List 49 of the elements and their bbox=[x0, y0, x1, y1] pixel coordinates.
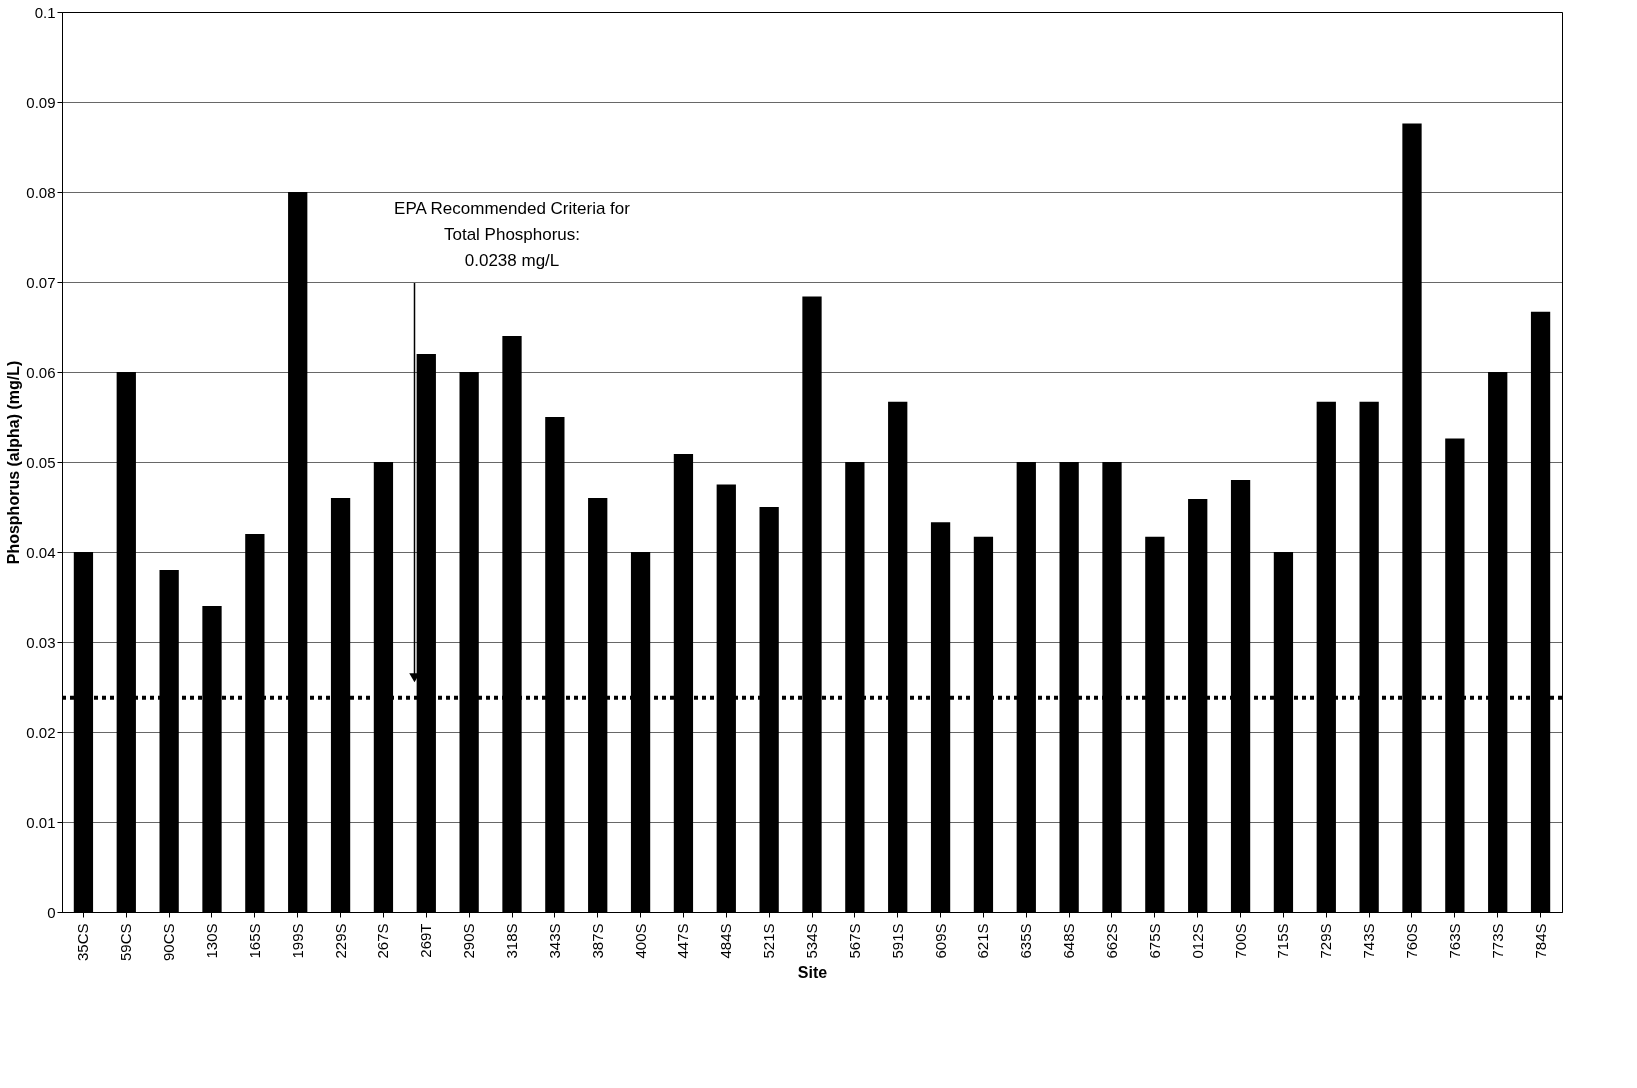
y-tick-label: 0.01 bbox=[26, 813, 56, 831]
x-tick-label: 729S bbox=[1317, 923, 1335, 959]
x-tick-label: 165S bbox=[245, 923, 263, 959]
x-tick-label: 763S bbox=[1445, 923, 1463, 959]
x-tick-label: 290S bbox=[460, 923, 478, 959]
x-tick-label: 318S bbox=[503, 923, 520, 959]
x-tick-label: 90CS bbox=[160, 923, 178, 962]
x-tick-label: 199S bbox=[288, 923, 306, 959]
y-tick-label: 0.07 bbox=[26, 273, 56, 291]
x-tick-label: 35CS bbox=[74, 923, 92, 962]
x-tick-label: 743S bbox=[1360, 923, 1378, 959]
y-tick-label: 0.02 bbox=[26, 723, 56, 741]
x-tick-label: 130S bbox=[203, 923, 220, 959]
y-tick-label: 0 bbox=[47, 903, 56, 921]
y-tick-label: 0.06 bbox=[26, 363, 56, 381]
x-tick-label: 269T bbox=[417, 923, 435, 958]
x-tick-label: 760S bbox=[1403, 923, 1420, 959]
x-tick-label: 675S bbox=[1145, 923, 1163, 959]
x-tick-label: 784S bbox=[1531, 923, 1549, 959]
y-tick-label: 0.03 bbox=[26, 633, 56, 651]
x-tick-label: 012S bbox=[1188, 923, 1206, 959]
y-tick-label: 0.08 bbox=[26, 183, 56, 201]
annotation: EPA Recommended Criteria for Total Phosphorus: 0.0238 mg/L bbox=[394, 199, 631, 270]
x-tick-label: 447S bbox=[674, 923, 692, 959]
x-tick-label: 773S bbox=[1488, 923, 1506, 959]
x-tick-label: 591S bbox=[888, 923, 906, 959]
x-tick-label: 521S bbox=[760, 923, 778, 959]
x-tick-label: 229S bbox=[331, 923, 349, 959]
x-tick-label: 484S bbox=[717, 923, 735, 959]
y-tick-label: 0.09 bbox=[26, 93, 56, 111]
y-tick-label: 0.05 bbox=[26, 453, 56, 471]
x-tick-label: 343S bbox=[545, 923, 563, 959]
x-tick-label: 700S bbox=[1231, 923, 1249, 959]
x-tick-label: 662S bbox=[1103, 923, 1120, 959]
y-tick-label: 0.04 bbox=[26, 543, 56, 561]
y-axis-title: Phosphorus (alpha) (mg/L) bbox=[5, 360, 23, 565]
x-tick-label: 534S bbox=[803, 923, 820, 959]
x-tick-label: 621S bbox=[974, 923, 992, 959]
x-axis-title: Site bbox=[797, 964, 828, 982]
y-tick-label: 0.1 bbox=[34, 3, 56, 21]
x-tick-label: 400S bbox=[631, 923, 649, 959]
x-tick-label: 635S bbox=[1017, 923, 1035, 959]
x-tick-label: 567S bbox=[845, 923, 863, 959]
x-tick-label: 609S bbox=[931, 923, 949, 959]
x-tick-label: 648S bbox=[1060, 923, 1078, 959]
x-tick-label: 387S bbox=[588, 923, 606, 959]
x-tick-label: 267S bbox=[374, 923, 392, 959]
x-tick-label: 59CS bbox=[117, 923, 135, 962]
x-tick-label: 715S bbox=[1274, 923, 1292, 959]
